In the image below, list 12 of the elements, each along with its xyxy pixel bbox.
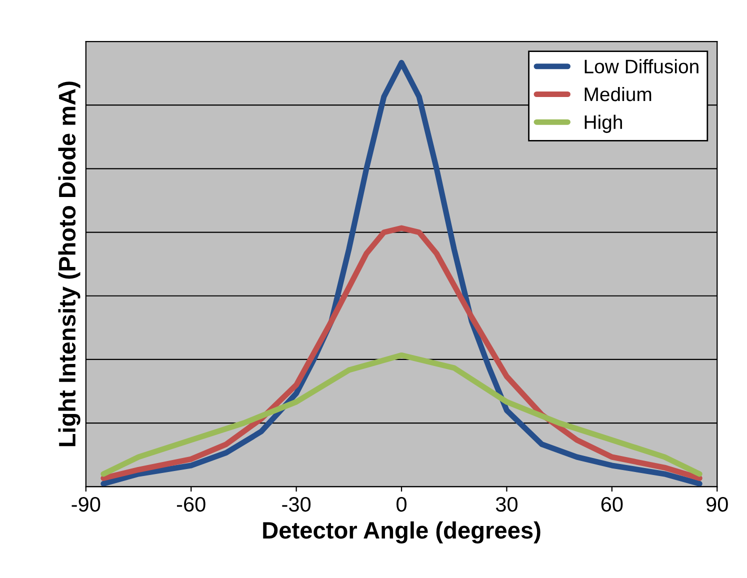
y-axis-title: Light Intensity (Photo Diode mA)	[58, 82, 80, 446]
x-axis-title: Detector Angle (degrees)	[263, 521, 540, 544]
legend-label: Medium	[584, 86, 652, 102]
x-tick-label: 90	[706, 496, 728, 512]
x-tick-label: -90	[72, 496, 100, 512]
legend-label: High	[584, 114, 622, 133]
legend-label: Low Diffusion	[584, 59, 698, 74]
x-tick-label: 0	[396, 496, 406, 512]
x-tick-label: -30	[282, 496, 311, 512]
x-tick-label: 30	[496, 496, 518, 512]
x-tick-label: -60	[176, 496, 206, 512]
x-tick-label: 60	[601, 496, 623, 512]
